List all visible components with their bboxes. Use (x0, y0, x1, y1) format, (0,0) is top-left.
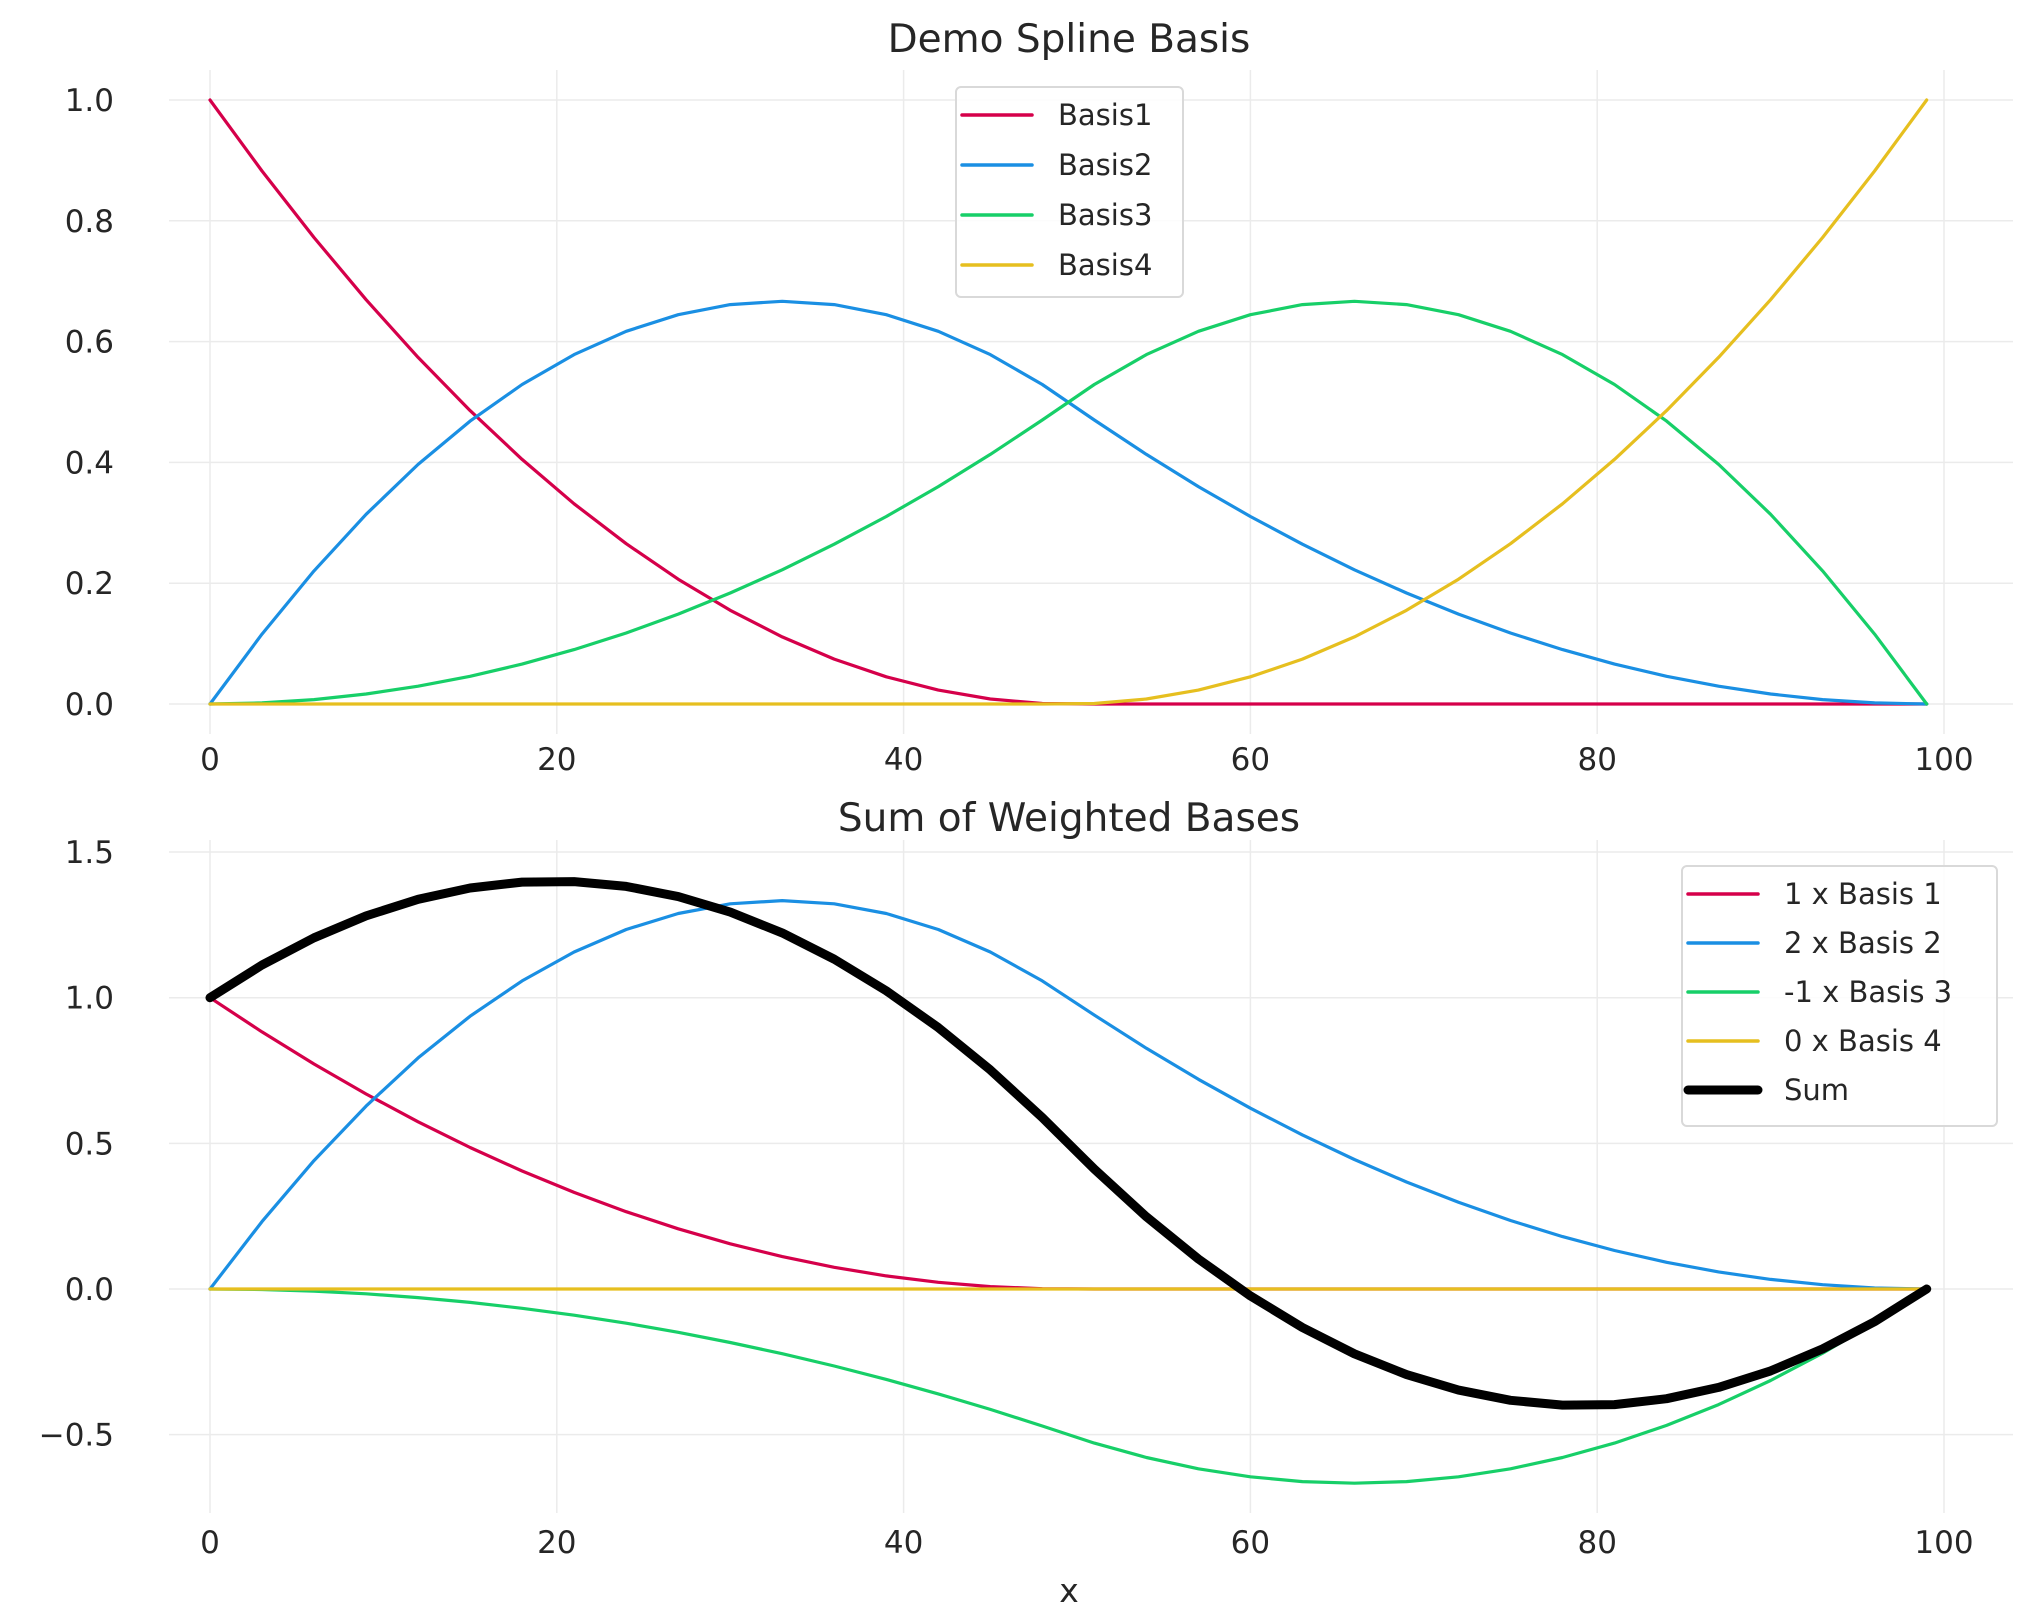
legend-label: Basis3 (1058, 198, 1152, 232)
legend: 1 x Basis 1 2 x Basis 2 -1 x Basis 3 0 x Ba… (1681, 865, 1998, 1127)
legend-frame (955, 86, 1184, 298)
bottom-axes: Sum of Weighted Bases x 0 20 40 60 80 100 −0.5… (39, 796, 2013, 1610)
legend-label: -1 x Basis 3 (1784, 975, 1952, 1009)
y-tick-label: 1.0 (65, 981, 114, 1017)
y-tick-label: 0.0 (65, 1272, 114, 1308)
y-tick-label: 0.2 (65, 566, 114, 602)
x-tick-label: 60 (1231, 742, 1270, 778)
legend-label: 2 x Basis 2 (1784, 926, 1942, 960)
legend-label: Basis2 (1058, 148, 1152, 182)
x-tick-label: 0 (200, 742, 220, 778)
x-tick-label: 80 (1577, 1525, 1616, 1561)
legend-label: Basis4 (1058, 248, 1152, 282)
legend-frame (1681, 865, 1998, 1127)
y-tick-label: 0.8 (65, 204, 114, 240)
legend-label: 1 x Basis 1 (1784, 877, 1942, 911)
legend-label: 0 x Basis 4 (1784, 1024, 1942, 1058)
y-tick-label: −0.5 (39, 1418, 114, 1454)
weighted-basis-line-2 (208, 898, 1929, 1291)
x-tick-label: 40 (884, 742, 923, 778)
y-tick-label: 0.0 (65, 687, 114, 723)
x-tick-label: 40 (884, 1525, 923, 1561)
top-axes: Demo Spline Basis 0 20 40 60 80 100 0.0 0.2 0.4 0… (65, 17, 2013, 778)
weighted-basis-line-3 (208, 1287, 1929, 1485)
y-tick-label: 0.4 (65, 445, 114, 481)
legend-label: Basis1 (1058, 98, 1152, 132)
top-chart-title: Demo Spline Basis (888, 17, 1251, 62)
series-line-basis2 (208, 299, 1929, 706)
x-tick-label: 20 (537, 742, 576, 778)
bottom-chart-title: Sum of Weighted Bases (838, 796, 1300, 841)
y-tick-label: 1.0 (65, 83, 114, 119)
y-tick-label: 1.5 (65, 835, 114, 871)
x-tick-label: 60 (1231, 1525, 1270, 1561)
x-tick-label: 20 (537, 1525, 576, 1561)
series-line-basis3 (208, 299, 1929, 706)
x-tick-label: 0 (200, 1525, 220, 1561)
x-tick-label: 80 (1577, 742, 1616, 778)
y-tick-label: 0.5 (65, 1126, 114, 1162)
legend-label: Sum (1784, 1073, 1849, 1107)
y-tick-label: 0.6 (65, 325, 114, 361)
legend: Basis1 Basis2 Basis3 Basis4 (955, 86, 1184, 298)
series-line-basis4 (208, 98, 1929, 706)
x-tick-label: 100 (1914, 742, 1973, 778)
x-tick-label: 100 (1914, 1525, 1973, 1561)
sum-line (205, 877, 1932, 1410)
x-axis-label: x (1059, 1571, 1079, 1610)
